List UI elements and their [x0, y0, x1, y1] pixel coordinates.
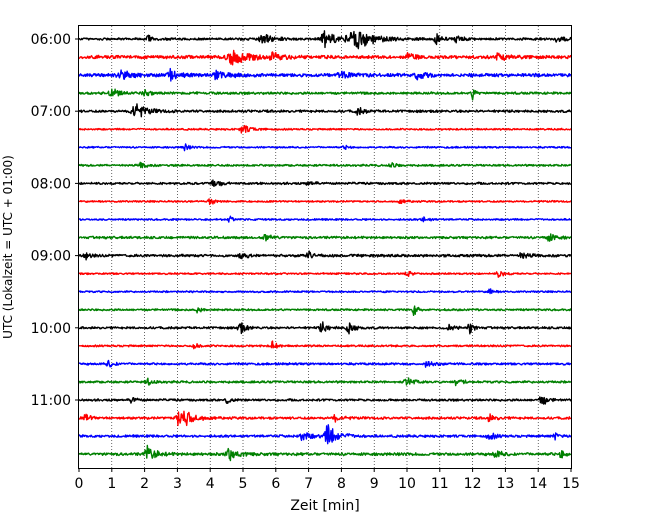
x-tick-label: 2 — [140, 476, 149, 492]
trace-0830 — [78, 215, 572, 223]
trace-0745 — [78, 161, 572, 169]
x-axis-label: Zeit [min] — [290, 498, 359, 514]
trace-1115 — [78, 410, 572, 427]
y-tick-label: 09:00 — [31, 249, 71, 265]
x-tick-label: 15 — [562, 476, 580, 492]
trace-0630 — [78, 67, 572, 82]
x-tick-label: 4 — [206, 476, 215, 492]
y-tick-label: 11:00 — [31, 393, 71, 409]
trace-0845 — [78, 233, 572, 242]
trace-0700 — [78, 103, 572, 118]
trace-0815 — [78, 198, 572, 206]
trace-1145 — [78, 444, 572, 462]
trace-0915 — [78, 270, 572, 278]
trace-0945 — [78, 305, 572, 316]
trace-1130 — [78, 424, 572, 445]
y-tick-label: 10:00 — [31, 321, 71, 337]
y-tick-label: 06:00 — [31, 32, 71, 48]
trace-1100 — [78, 396, 572, 405]
trace-0645 — [78, 88, 572, 101]
trace-0715 — [78, 124, 572, 134]
trace-0900 — [78, 250, 572, 261]
x-tick-label: 8 — [337, 476, 346, 492]
trace-0615 — [78, 49, 572, 66]
trace-1000 — [78, 321, 572, 335]
x-tick-label: 0 — [75, 476, 84, 492]
trace-1045 — [78, 377, 572, 387]
x-tick-label: 1 — [107, 476, 116, 492]
trace-1015 — [78, 340, 572, 350]
trace-0730 — [78, 143, 572, 152]
x-tick-label: 9 — [370, 476, 379, 492]
x-tick-label: 5 — [239, 476, 248, 492]
x-tick-label: 6 — [271, 476, 280, 492]
y-axis-ticks: 06:00 07:00 08:00 09:00 10:00 11:00 — [31, 32, 79, 409]
x-tick-label: 3 — [173, 476, 182, 492]
y-tick-label: 07:00 — [31, 104, 71, 120]
x-tick-label: 13 — [496, 476, 514, 492]
y-axis-label: UTC (Lokalzeit = UTC + 01:00) — [1, 155, 15, 339]
x-axis-ticks: 0 1 2 3 4 5 6 7 8 9 10 11 12 13 14 15 — [75, 468, 580, 492]
seismogram-traces — [78, 30, 572, 462]
x-tick-label: 14 — [529, 476, 547, 492]
y-tick-label: 08:00 — [31, 176, 71, 192]
trace-1030 — [78, 359, 572, 368]
plot-frame — [78, 25, 572, 469]
trace-0800 — [78, 179, 572, 188]
x-tick-label: 11 — [431, 476, 449, 492]
trace-0930 — [78, 288, 572, 295]
x-tick-label: 7 — [304, 476, 313, 492]
x-tick-label: 12 — [464, 476, 482, 492]
trace-0600 — [78, 30, 572, 50]
x-tick-label: 10 — [398, 476, 416, 492]
